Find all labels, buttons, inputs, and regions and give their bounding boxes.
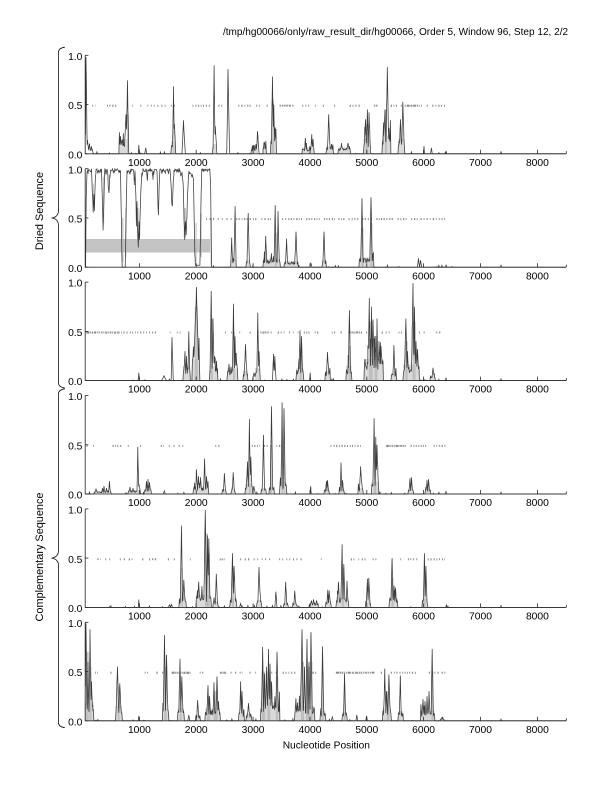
svg-text:7000: 7000 — [469, 385, 492, 396]
svg-text:2000: 2000 — [185, 612, 208, 623]
svg-text:7000: 7000 — [469, 612, 492, 623]
svg-text:8000: 8000 — [526, 725, 549, 736]
svg-text:1000: 1000 — [128, 385, 151, 396]
svg-text:1000: 1000 — [128, 612, 151, 623]
svg-text:6000: 6000 — [412, 385, 435, 396]
svg-text:8000: 8000 — [526, 498, 549, 509]
svg-text:2000: 2000 — [185, 385, 208, 396]
svg-text:3000: 3000 — [242, 158, 265, 169]
svg-text:7000: 7000 — [469, 498, 492, 509]
svg-text:4000: 4000 — [299, 385, 322, 396]
svg-text:0.5: 0.5 — [68, 215, 83, 226]
svg-text:2000: 2000 — [185, 725, 208, 736]
svg-text:2000: 2000 — [185, 158, 208, 169]
svg-text:5000: 5000 — [355, 271, 378, 282]
svg-text:5000: 5000 — [355, 612, 378, 623]
svg-text:1000: 1000 — [128, 271, 151, 282]
svg-text:4000: 4000 — [299, 498, 322, 509]
svg-text:3000: 3000 — [242, 725, 265, 736]
svg-text:7000: 7000 — [469, 271, 492, 282]
svg-text:1000: 1000 — [128, 725, 151, 736]
svg-text:Dried Sequence: Dried Sequence — [34, 172, 46, 250]
svg-text:6000: 6000 — [412, 725, 435, 736]
svg-text:5000: 5000 — [355, 385, 378, 396]
svg-text:0.5: 0.5 — [68, 555, 83, 566]
svg-text:4000: 4000 — [299, 271, 322, 282]
svg-text:6000: 6000 — [412, 498, 435, 509]
svg-text:6000: 6000 — [412, 612, 435, 623]
svg-text:Complementary Sequence: Complementary Sequence — [34, 493, 46, 622]
svg-text:4000: 4000 — [299, 158, 322, 169]
svg-text:8000: 8000 — [526, 385, 549, 396]
svg-text:1.0: 1.0 — [68, 165, 83, 176]
svg-text:6000: 6000 — [412, 271, 435, 282]
svg-text:0.5: 0.5 — [68, 668, 83, 679]
svg-text:1.0: 1.0 — [68, 279, 83, 290]
svg-text:4000: 4000 — [299, 612, 322, 623]
svg-text:3000: 3000 — [242, 271, 265, 282]
svg-text:7000: 7000 — [469, 725, 492, 736]
svg-text:1.0: 1.0 — [68, 392, 83, 403]
svg-text:5000: 5000 — [355, 725, 378, 736]
svg-text:8000: 8000 — [526, 271, 549, 282]
svg-text:8000: 8000 — [526, 612, 549, 623]
svg-text:5000: 5000 — [355, 498, 378, 509]
svg-text:1.0: 1.0 — [68, 506, 83, 517]
svg-text:3000: 3000 — [242, 498, 265, 509]
svg-text:/tmp/hg00066/only/raw_result_d: /tmp/hg00066/only/raw_result_dir/hg00066… — [223, 27, 569, 38]
svg-text:3000: 3000 — [242, 385, 265, 396]
svg-text:0.5: 0.5 — [68, 441, 83, 452]
svg-text:0.0: 0.0 — [68, 717, 83, 728]
svg-text:0.0: 0.0 — [68, 491, 83, 502]
svg-text:0.0: 0.0 — [68, 604, 83, 615]
svg-text:0.5: 0.5 — [68, 101, 83, 112]
svg-text:8000: 8000 — [526, 158, 549, 169]
svg-text:1000: 1000 — [128, 158, 151, 169]
svg-text:0.5: 0.5 — [68, 328, 83, 339]
svg-text:2000: 2000 — [185, 271, 208, 282]
svg-text:1.0: 1.0 — [68, 619, 83, 630]
svg-text:2000: 2000 — [185, 498, 208, 509]
svg-text:0.0: 0.0 — [68, 150, 83, 161]
svg-text:1000: 1000 — [128, 498, 151, 509]
svg-text:5000: 5000 — [355, 158, 378, 169]
svg-text:7000: 7000 — [469, 158, 492, 169]
svg-text:Nucleotide Position: Nucleotide Position — [283, 740, 370, 751]
svg-text:3000: 3000 — [242, 612, 265, 623]
svg-text:6000: 6000 — [412, 158, 435, 169]
svg-text:4000: 4000 — [299, 725, 322, 736]
svg-text:1.0: 1.0 — [68, 52, 83, 63]
svg-text:0.0: 0.0 — [68, 377, 83, 388]
svg-text:0.0: 0.0 — [68, 264, 83, 275]
